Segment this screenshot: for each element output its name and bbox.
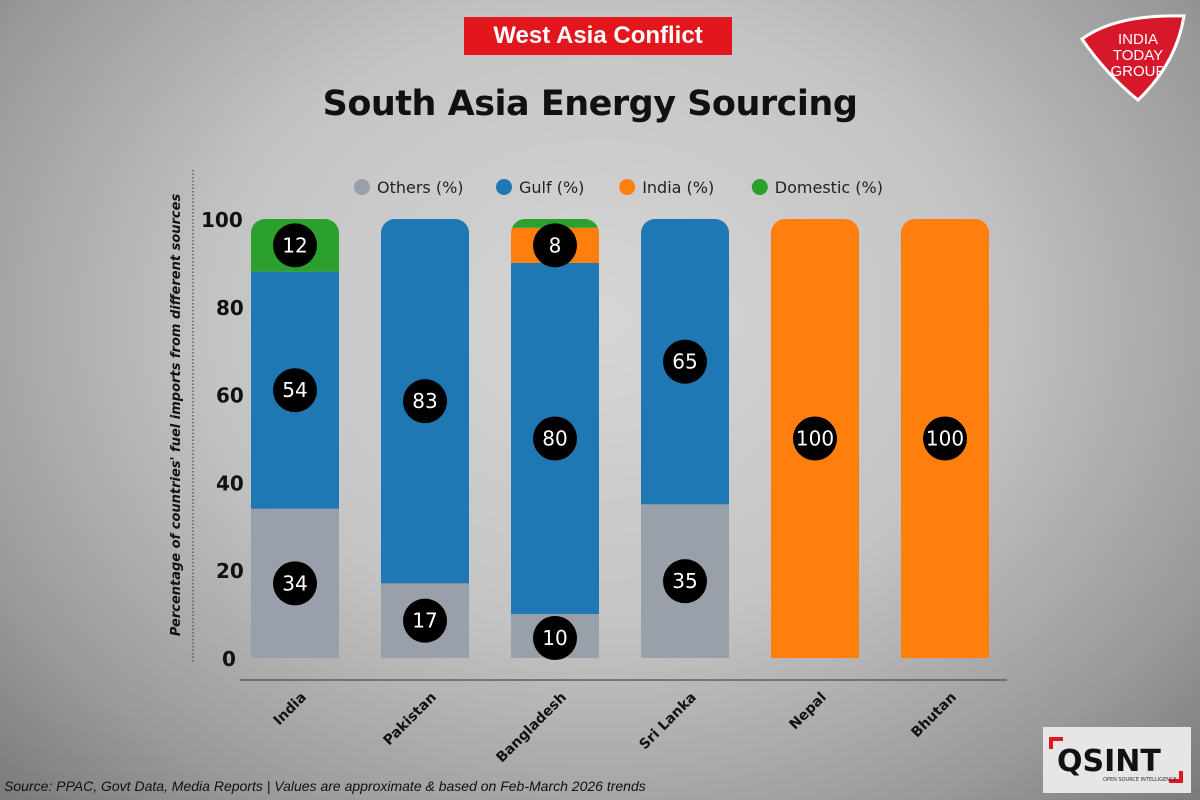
x-tick-label: Bangladesh: [493, 690, 569, 766]
y-tick-label: 20: [216, 559, 244, 583]
bar-group-india: 34 54 12: [251, 219, 339, 658]
y-tick-label: 100: [201, 208, 243, 232]
data-label: 17: [412, 609, 437, 633]
data-label-badge: [403, 598, 447, 643]
legend-label: Others (%): [377, 178, 464, 197]
data-label-badge: [533, 416, 577, 461]
bar-group-bangladesh: 10 80 8: [511, 219, 599, 660]
data-label-badge: [273, 368, 317, 413]
data-label: 8: [549, 233, 562, 257]
data-label: 12: [282, 233, 307, 257]
x-tick-label: Sri Lanka: [636, 690, 699, 753]
y-tick-label: 0: [222, 647, 236, 671]
data-label-badge: [533, 616, 577, 660]
y-axis-label: Percentage of countries' fuel imports fr…: [169, 194, 184, 637]
data-label: 80: [542, 427, 567, 451]
source-note: Source: PPAC, Govt Data, Media Reports |…: [4, 778, 646, 794]
svg-text:GROUP: GROUP: [1110, 63, 1165, 80]
india-today-group-logo: INDIA TODAY GROUP: [1079, 14, 1186, 102]
legend-label: India (%): [642, 178, 714, 197]
y-tick-label: 80: [216, 296, 244, 320]
data-label: 83: [412, 389, 437, 413]
x-tick-label: Pakistan: [381, 690, 440, 749]
legend-label: Gulf (%): [519, 178, 584, 197]
data-label-badge: [273, 223, 317, 268]
legend-label: Domestic (%): [775, 178, 883, 197]
osint-logo: QSINT OPEN SOURCE INTELLIGENCE: [1043, 727, 1191, 793]
svg-text:QSINT: QSINT: [1057, 744, 1161, 779]
data-label-badge: [273, 561, 317, 606]
data-label-badge: [663, 339, 707, 384]
svg-text:TODAY: TODAY: [1113, 47, 1163, 64]
y-tick-label: 40: [216, 471, 244, 495]
bar-group-sri-lanka: 35 65: [641, 219, 729, 658]
legend-marker: [354, 179, 370, 195]
svg-text:OPEN SOURCE INTELLIGENCE: OPEN SOURCE INTELLIGENCE: [1103, 777, 1177, 783]
x-tick-label: Nepal: [786, 690, 829, 733]
data-label-badge: [403, 379, 447, 424]
data-label: 35: [672, 569, 697, 593]
data-label: 10: [542, 626, 567, 650]
bar-group-nepal: 100: [771, 219, 859, 658]
data-label: 100: [926, 427, 964, 451]
data-label: 34: [282, 571, 307, 595]
data-label-badge: [923, 416, 967, 461]
data-label: 54: [282, 378, 307, 402]
y-tick-label: 60: [216, 384, 244, 408]
data-label: 65: [672, 350, 697, 374]
data-label-badge: [663, 559, 707, 604]
x-tick-label: Bhutan: [908, 690, 959, 741]
banner-west-asia-conflict: West Asia Conflict: [464, 17, 732, 55]
legend-item: Others (%): [354, 178, 464, 197]
data-label-badge: [533, 223, 577, 268]
data-label-badge: [793, 416, 837, 461]
legend-marker: [619, 179, 636, 195]
x-tick-label: India: [271, 690, 310, 729]
legend-item: Domestic (%): [751, 178, 883, 197]
svg-text:INDIA: INDIA: [1118, 31, 1158, 48]
legend-item: Gulf (%): [496, 178, 584, 197]
chart-title: South Asia Energy Sourcing: [322, 84, 858, 124]
legend-marker: [751, 179, 768, 195]
legend-item: India (%): [619, 178, 714, 197]
legend-marker: [496, 179, 512, 195]
bar-group-bhutan: 100: [901, 219, 989, 658]
data-label: 100: [796, 427, 834, 451]
